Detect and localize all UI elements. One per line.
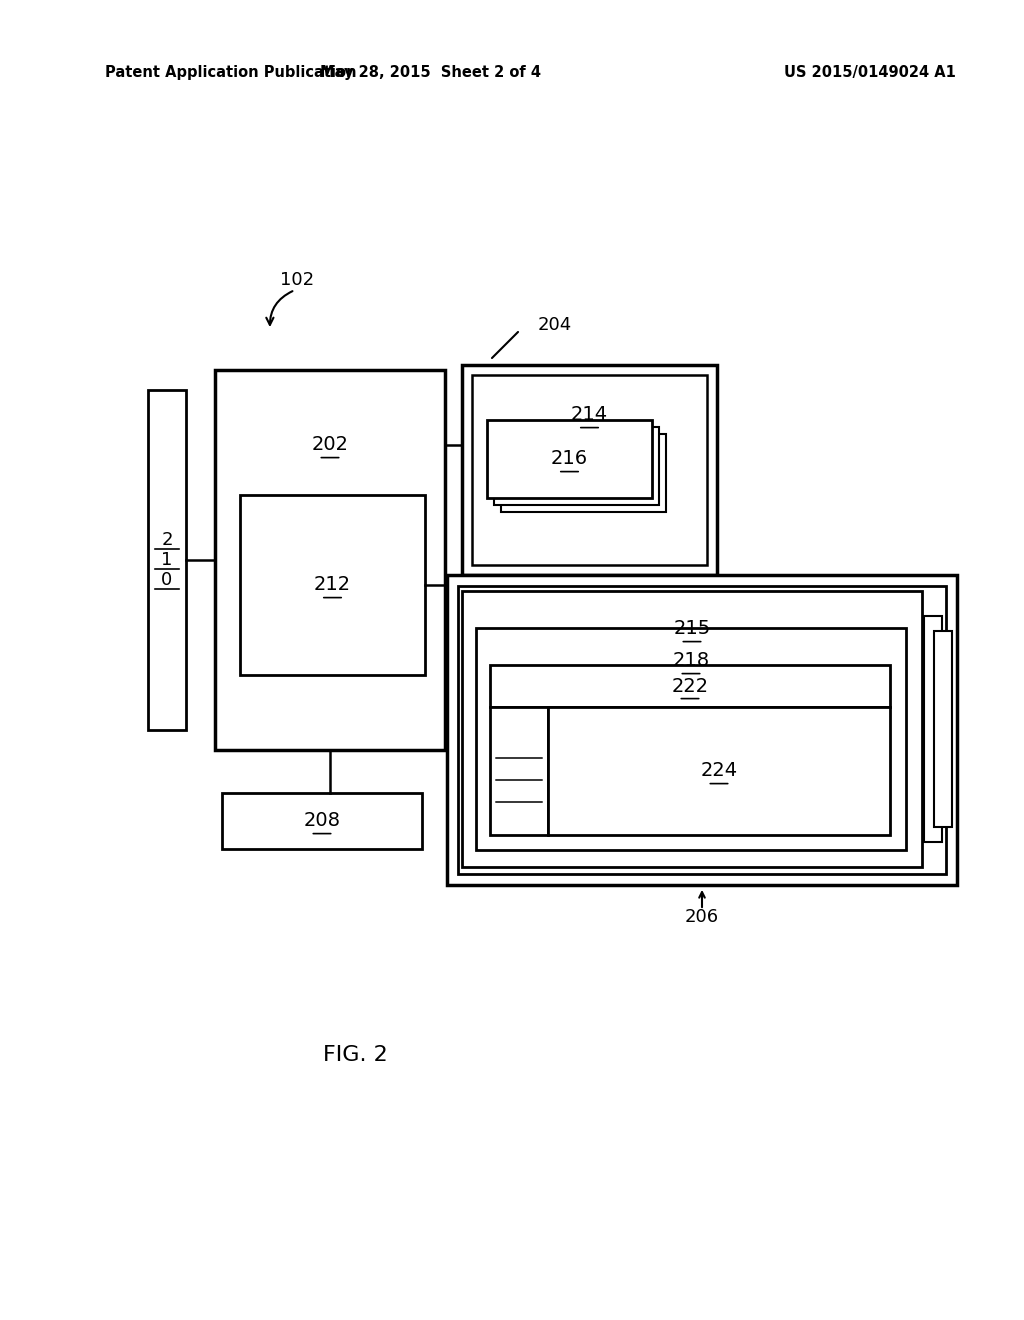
Bar <box>462 366 717 576</box>
Bar <box>476 628 906 850</box>
Bar <box>934 631 952 828</box>
Bar <box>462 591 922 867</box>
Text: US 2015/0149024 A1: US 2015/0149024 A1 <box>784 65 956 79</box>
Bar <box>447 576 957 884</box>
Text: 202: 202 <box>311 436 348 454</box>
Bar <box>215 370 445 750</box>
FancyArrowPatch shape <box>492 331 518 358</box>
Bar <box>240 495 425 675</box>
Text: 0: 0 <box>162 572 173 589</box>
Bar <box>490 708 548 836</box>
FancyArrowPatch shape <box>266 292 293 325</box>
Bar <box>501 434 666 512</box>
Text: 206: 206 <box>685 908 719 927</box>
Text: 216: 216 <box>551 450 588 469</box>
Text: 2: 2 <box>514 762 524 780</box>
Text: 212: 212 <box>314 576 351 594</box>
Text: 204: 204 <box>538 315 572 334</box>
Bar <box>490 665 890 708</box>
Text: 208: 208 <box>303 812 341 830</box>
Text: 1: 1 <box>162 550 173 569</box>
Text: FIG. 2: FIG. 2 <box>323 1045 387 1065</box>
Text: 2: 2 <box>514 741 524 758</box>
Text: 102: 102 <box>280 271 314 289</box>
Text: 224: 224 <box>700 762 737 780</box>
Text: 0: 0 <box>514 784 524 803</box>
Bar <box>472 375 707 565</box>
Bar <box>458 586 946 874</box>
Bar <box>548 708 890 836</box>
Bar <box>494 426 659 506</box>
Text: 2: 2 <box>161 531 173 549</box>
Text: 214: 214 <box>571 405 608 425</box>
Bar <box>148 389 186 730</box>
Bar <box>222 793 422 849</box>
Text: May 28, 2015  Sheet 2 of 4: May 28, 2015 Sheet 2 of 4 <box>319 65 541 79</box>
Bar <box>487 420 652 498</box>
Text: 222: 222 <box>672 676 709 696</box>
Text: Patent Application Publication: Patent Application Publication <box>105 65 356 79</box>
Text: 218: 218 <box>673 652 710 671</box>
Bar <box>924 616 942 842</box>
Text: 215: 215 <box>674 619 711 639</box>
